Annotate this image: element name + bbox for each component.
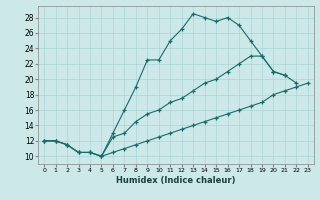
X-axis label: Humidex (Indice chaleur): Humidex (Indice chaleur) — [116, 176, 236, 185]
